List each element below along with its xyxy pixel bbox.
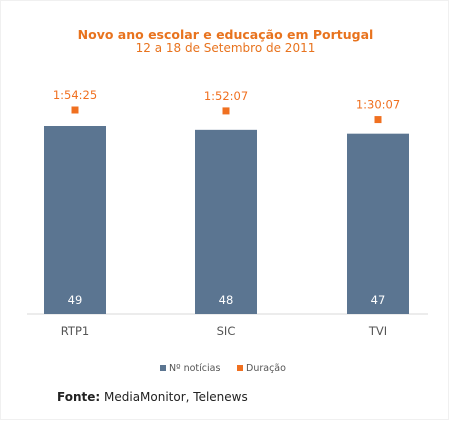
legend-label-noticias: Nº notícias <box>169 363 220 374</box>
x-tick-label: RTP1 <box>61 324 89 338</box>
duration-marker <box>222 107 230 115</box>
source-label: Fonte: <box>57 390 101 404</box>
duration-label: 1:54:25 <box>53 88 97 102</box>
bar-sic <box>195 129 257 314</box>
duration-label: 1:30:07 <box>356 98 400 112</box>
duration-marker <box>71 106 79 114</box>
source-note: Fonte: MediaMonitor, Telenews <box>57 390 248 404</box>
legend-label-duracao: Duração <box>246 363 286 374</box>
duration-label-bg <box>47 88 103 103</box>
bar-value-label: 48 <box>219 293 234 307</box>
x-tick-label: SIC <box>217 324 236 338</box>
bar-value-label: 47 <box>371 293 386 307</box>
duration-label: 1:52:07 <box>204 89 248 103</box>
duration-label-bg <box>198 88 254 104</box>
x-tick-label: TVI <box>368 324 387 338</box>
bar-rtp1 <box>44 126 106 314</box>
chart-subtitle: 12 a 18 de Setembro de 2011 <box>135 41 316 55</box>
duration-label-bg <box>350 97 406 113</box>
source-text: MediaMonitor, Telenews <box>104 390 248 404</box>
legend-swatch-duracao <box>237 365 243 371</box>
bar-value-label: 49 <box>68 293 83 307</box>
chart-title: Novo ano escolar e educação em Portugal <box>77 27 374 42</box>
legend-swatch-noticias <box>160 365 166 371</box>
bar-tvi <box>347 133 409 314</box>
duration-marker <box>374 116 382 124</box>
